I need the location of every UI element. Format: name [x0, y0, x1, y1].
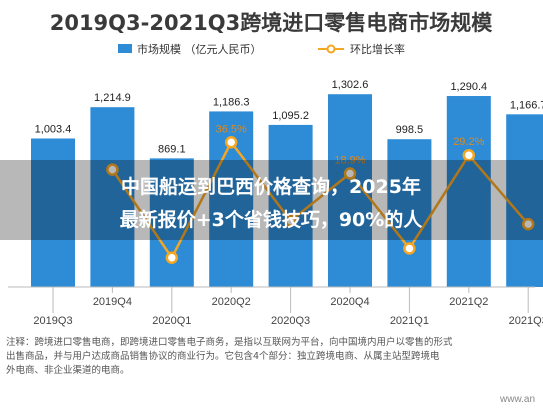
x-tick-labels-upper: 2019Q4 2020Q2 2020Q4 2021Q2 — [93, 287, 488, 308]
bar-label-2020Q2: 1,186.3 — [213, 96, 250, 108]
growth-point-2021Q3 — [521, 217, 535, 231]
growth-point-2020Q1 — [165, 251, 179, 264]
growth-point-2020Q2 — [224, 136, 238, 149]
x-tick-label-2020Q2: 2020Q2 — [212, 296, 251, 308]
x-tick-label-2021Q2: 2021Q2 — [449, 296, 488, 308]
chart-title: 2019Q3-2021Q3跨境进口零售电商市场规模 — [50, 11, 494, 35]
growth-point-2020Q3 — [284, 214, 297, 228]
overlay-banner: 中国船运到巴西价格查询，2025年 最新报价+3个省钱技巧，90%的人 — [0, 160, 543, 240]
bar-label-2019Q4: 1,214.9 — [94, 92, 131, 104]
x-tick-label-2019Q4: 2019Q4 — [93, 296, 132, 308]
bar-label-2020Q3: 1,095.2 — [272, 110, 309, 122]
bar-label-2020Q4: 1,302.6 — [332, 79, 369, 91]
bar-2019Q4 — [90, 107, 135, 288]
bar-2021Q1 — [387, 139, 432, 287]
bar-2021Q2 — [446, 96, 491, 287]
x-tick-label-2020Q3: 2020Q3 — [271, 315, 310, 327]
legend: 市场规模 （亿元人民币） 环比增长率 — [118, 42, 405, 56]
note-line-3: 外电商、非企业渠道的电商。 — [6, 364, 130, 376]
overlay-line-1: 中国船运到巴西价格查询，2025年 — [121, 175, 421, 198]
growth-label-2020Q2: 36.5% — [216, 123, 247, 135]
note-line-1: 注释：跨境进口零售电商，即跨境进口零售电子商务，是指以互联网为平台，向中国境内用… — [6, 336, 453, 348]
x-tick-label-2020Q1: 2020Q1 — [152, 315, 191, 327]
x-tick-label-2021Q3: 2021Q3 — [509, 315, 543, 327]
bar-label-2021Q3: 1,166.7 — [510, 99, 543, 111]
bar-2020Q1 — [149, 158, 194, 287]
growth-point-2019Q4 — [106, 163, 119, 176]
growth-label-2021Q2: 29.2% — [453, 136, 484, 148]
x-tick-label-2019Q3: 2019Q3 — [33, 315, 72, 327]
legend-swatch-bar — [118, 44, 132, 53]
x-tick-labels-lower: 2019Q3 2020Q1 2020Q3 2021Q1 2021Q3 — [33, 287, 543, 327]
bar-2020Q3 — [268, 124, 313, 287]
overlay-band — [0, 160, 543, 240]
bar-label-2021Q1: 998.5 — [396, 124, 424, 136]
growth-point-2021Q1 — [403, 242, 416, 255]
growth-point-2020Q4 — [343, 167, 357, 180]
note-line-2: 出售商品，并与用户达成商品销售协议的商业行为。它包含4个部分：独立跨境电商、从属… — [6, 350, 440, 362]
bar-2021Q3 — [506, 114, 543, 287]
x-tick-label-2021Q1: 2021Q1 — [390, 315, 429, 327]
legend-label-line: 环比增长率 — [350, 42, 405, 56]
growth-line — [111, 139, 530, 261]
growth-point-2021Q2 — [462, 148, 476, 162]
bar-label-2019Q3: 1,003.4 — [35, 123, 72, 135]
growth-line-series — [106, 136, 535, 264]
x-tick-label-2020Q4: 2020Q4 — [330, 296, 369, 308]
overlay-line-2: 最新报价+3个省钱技巧，90%的人 — [120, 208, 424, 231]
bar-label-2020Q1: 869.1 — [158, 143, 186, 155]
growth-label-2020Q4: 18.9% — [334, 155, 365, 167]
bar-value-labels: 1,003.4 1,214.9 869.1 1,186.3 1,095.2 1,302.6… — [35, 79, 543, 155]
legend-label-bar: 市场规模 （亿元人民币） — [137, 42, 262, 56]
legend-swatch-dot — [326, 44, 336, 54]
chart-note: 注释：跨境进口零售电商，即跨境进口零售电子商务，是指以互联网为平台，向中国境内用… — [6, 336, 453, 376]
growth-value-labels: 36.5% 18.9% 29.2% — [216, 123, 485, 166]
bar-2019Q3 — [31, 138, 75, 287]
bar-label-2021Q2: 1,290.4 — [450, 81, 487, 93]
watermark: www.an — [499, 394, 535, 405]
